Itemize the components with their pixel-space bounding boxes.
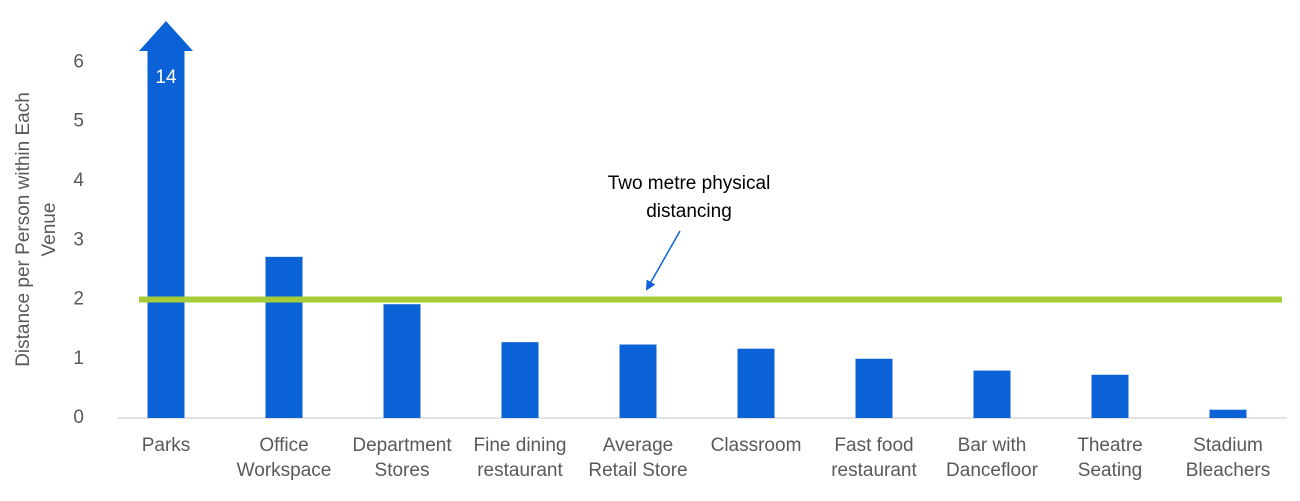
y-tick-label: 1 <box>73 348 84 369</box>
x-tick-label: Fast food restaurant <box>831 435 917 481</box>
bar <box>1091 374 1129 418</box>
annotation: Two metre physical distancing <box>608 173 771 222</box>
x-tick-label: Department Stores <box>352 435 452 481</box>
bar <box>973 370 1011 418</box>
bar <box>737 348 775 418</box>
y-tick-label: 3 <box>73 229 84 250</box>
data-label: 14 <box>155 67 177 88</box>
y-tick-label: 6 <box>73 51 84 72</box>
bar <box>147 50 185 418</box>
x-tick-label: Office Workspace <box>237 435 332 481</box>
x-tick-label: Theatre Seating <box>1077 435 1142 481</box>
bar <box>855 358 893 418</box>
bar <box>1209 409 1247 418</box>
x-tick-label: Stadium Bleachers <box>1186 435 1271 481</box>
bar-arrow <box>139 21 193 51</box>
y-tick-label: 4 <box>73 170 84 191</box>
y-tick-label: 5 <box>73 111 84 132</box>
x-tick-label: Classroom <box>711 435 802 456</box>
x-tick-label: Average Retail Store <box>588 435 687 481</box>
x-tick-label: Fine dining restaurant <box>474 435 567 481</box>
bar <box>383 304 421 418</box>
y-tick-label: 2 <box>73 289 84 310</box>
x-tick-label: Bar with Dancefloor <box>946 435 1039 481</box>
annotation-arrow <box>646 230 681 291</box>
x-tick-label: Parks <box>142 435 191 456</box>
bar <box>619 344 657 418</box>
bar <box>265 256 303 418</box>
y-axis-label: Distance per Person within Each Venue <box>13 92 60 367</box>
y-tick-label: 0 <box>73 407 84 428</box>
bar <box>501 342 539 418</box>
